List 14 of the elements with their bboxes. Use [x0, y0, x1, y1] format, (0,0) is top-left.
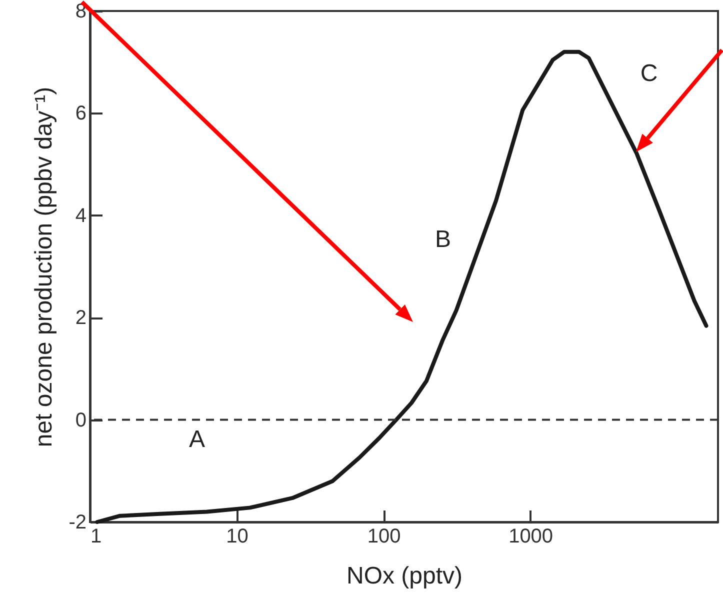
y-axis-title: net ozone production (ppbv day⁻¹)	[30, 86, 58, 448]
y-tick-label: 2	[75, 307, 86, 330]
y-tick-label: 0	[75, 409, 86, 432]
x-tick-label: 10	[226, 526, 248, 548]
x-axis-title: NOx (pptv)	[346, 562, 463, 590]
y-tick-label: -2	[68, 512, 86, 534]
annotation: B	[434, 226, 452, 253]
annotation: A	[188, 426, 206, 453]
x-tick-label: 100	[367, 526, 401, 548]
x-tick-label: 1	[90, 526, 102, 548]
y-tick-label: 6	[75, 102, 86, 125]
annotation: C	[640, 60, 658, 87]
y-tick-label: 4	[75, 204, 86, 227]
x-tick-label: 1000	[508, 526, 554, 548]
